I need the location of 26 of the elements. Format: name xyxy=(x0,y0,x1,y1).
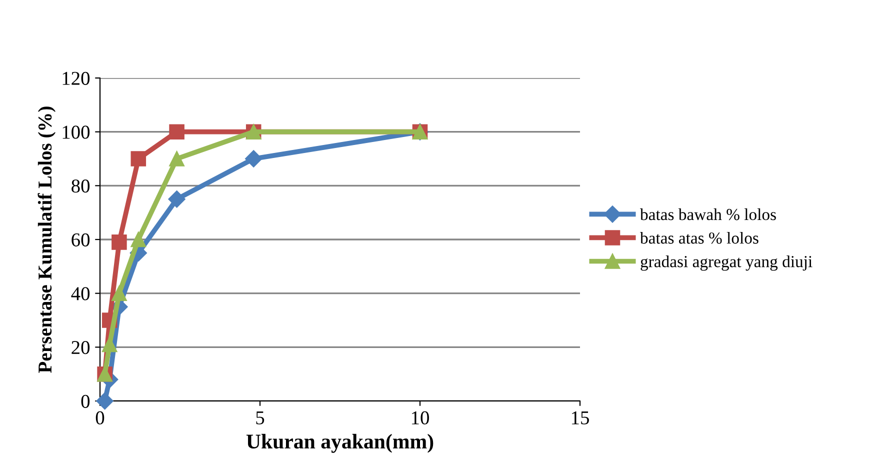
x-axis-title: Ukuran ayakan(mm) xyxy=(246,434,434,453)
y-tick-label: 60 xyxy=(72,233,90,246)
y-tick-label: 100 xyxy=(62,126,90,139)
point xyxy=(169,151,184,166)
point xyxy=(245,150,262,168)
point xyxy=(130,232,146,248)
point xyxy=(112,234,127,250)
y-tick-label: 120 xyxy=(62,72,90,85)
x-tick-label: 5 xyxy=(256,411,264,424)
y-tick-label: 20 xyxy=(72,340,90,354)
y-tick-label: 80 xyxy=(72,179,90,193)
point xyxy=(130,151,146,166)
y-tick-label: 0 xyxy=(81,394,90,408)
point xyxy=(168,190,186,208)
point xyxy=(112,286,127,301)
point xyxy=(96,392,114,410)
y-axis-title: Persentase Kumulatif Lolos (%) xyxy=(38,106,56,373)
legend-label: gradasi agregat yang diuji xyxy=(640,256,812,271)
y-tick-label: 40 xyxy=(71,287,90,300)
point xyxy=(102,336,118,352)
legend-label: batas atas % lolos xyxy=(640,232,758,244)
x-tick-label: 15 xyxy=(572,411,589,424)
x-tick-label: 10 xyxy=(412,411,429,424)
point xyxy=(169,124,184,140)
legend-label: batas bawah % lolos xyxy=(640,208,776,220)
x-tick-label: 0 xyxy=(96,411,104,424)
